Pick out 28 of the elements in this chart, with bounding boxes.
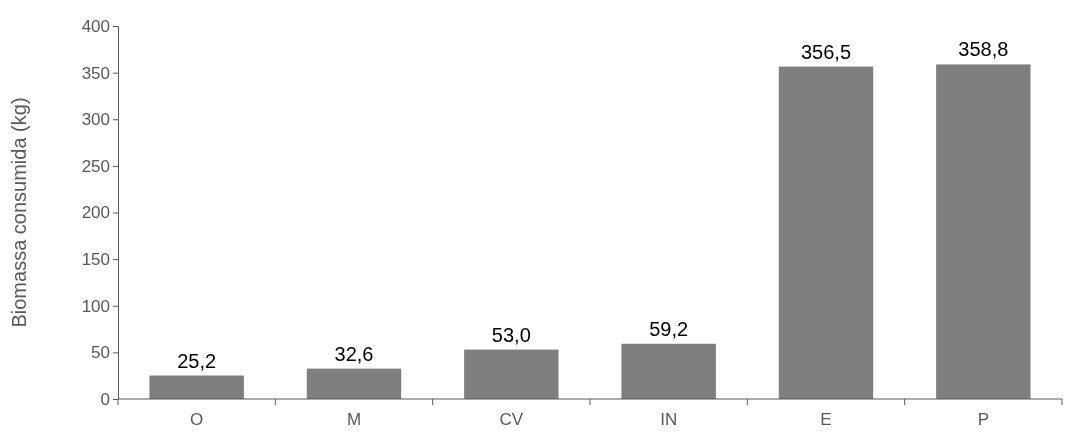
x-tick-label: E: [820, 410, 832, 429]
bar: [464, 349, 559, 399]
x-tick-label: IN: [660, 410, 678, 429]
data-label: 59,2: [649, 317, 689, 340]
x-tick-label: M: [346, 410, 362, 429]
bar: [778, 66, 874, 399]
y-tick-label: 400: [81, 16, 110, 36]
y-tick-label: 150: [81, 250, 110, 270]
data-label: 32,6: [334, 342, 374, 365]
bar: [306, 368, 402, 399]
y-tick-label: 250: [81, 156, 110, 176]
y-tick-label: 300: [81, 110, 110, 130]
y-tick-label: 50: [91, 343, 110, 363]
y-tick-label: 200: [81, 203, 110, 223]
data-label: 356,5: [800, 40, 852, 63]
data-label: 53,0: [491, 323, 531, 346]
y-axis-title: Biomassa consumida (kg): [8, 97, 30, 328]
data-label: 25,2: [177, 349, 217, 372]
x-tick-label: O: [190, 410, 204, 429]
x-tick-label: P: [977, 410, 990, 429]
bar: [621, 343, 716, 399]
x-tick-label: CV: [499, 410, 524, 429]
y-tick-label: 0: [100, 389, 110, 409]
bar: [149, 375, 244, 399]
y-tick-label: 350: [81, 63, 110, 83]
bar: [936, 64, 1031, 399]
y-tick-label: 100: [81, 296, 110, 316]
data-label: 358,8: [958, 38, 1009, 61]
